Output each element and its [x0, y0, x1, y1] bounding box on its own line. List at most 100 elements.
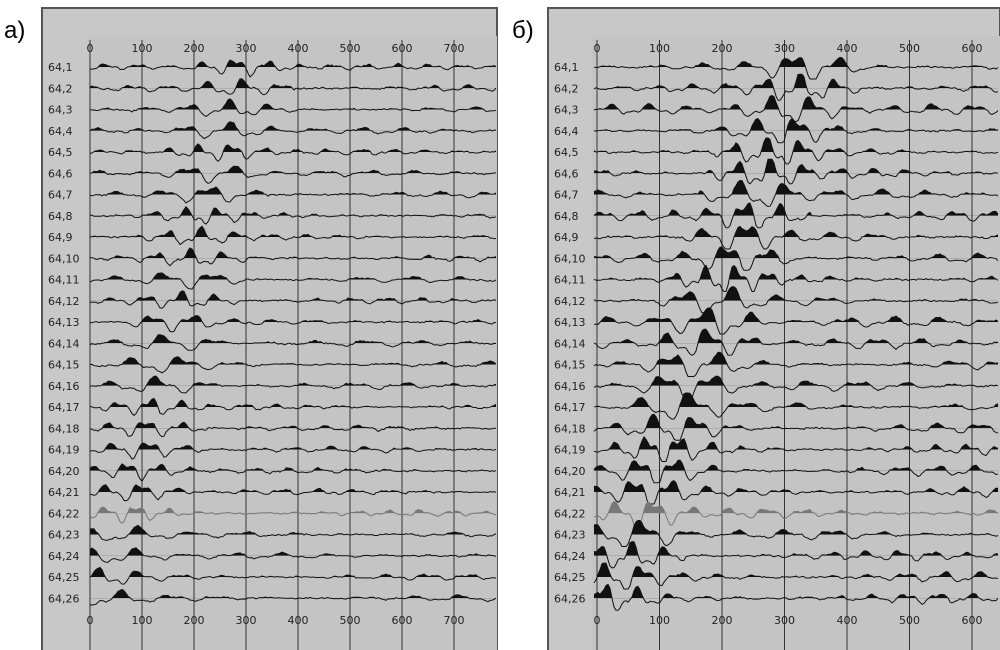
- trace-label: 64,12: [554, 295, 586, 308]
- trace-label: 64,8: [48, 210, 73, 223]
- trace-label: 64,26: [48, 592, 80, 605]
- trace-fill: [90, 589, 496, 599]
- trace-fill: [594, 393, 998, 407]
- trace: [593, 435, 999, 462]
- trace-fill: [90, 78, 496, 89]
- trace-fill: [90, 547, 496, 556]
- x-tick-label: 600: [392, 614, 413, 627]
- trace-label: 64,20: [48, 465, 80, 478]
- panel-label: а): [4, 17, 25, 44]
- trace: [593, 264, 999, 292]
- panel-label: б): [512, 17, 534, 44]
- trace: [593, 328, 999, 356]
- trace: [89, 247, 497, 267]
- trace-label: 64,6: [554, 167, 579, 180]
- trace-label: 64,4: [554, 125, 579, 138]
- trace: [593, 520, 999, 547]
- x-tick-label: 400: [288, 42, 309, 55]
- x-tick-label: 300: [236, 42, 257, 55]
- trace: [594, 246, 999, 271]
- trace-label: 64,16: [48, 380, 80, 393]
- trace-fill: [594, 480, 998, 492]
- trace-fill: [90, 507, 496, 514]
- trace-label: 64,6: [48, 167, 73, 180]
- trace-label: 64,14: [554, 337, 586, 350]
- trace-fill: [594, 226, 998, 237]
- trace-label: 64,2: [48, 82, 73, 95]
- x-tick-label: 0: [87, 614, 94, 627]
- trace-label: 64,11: [554, 274, 586, 287]
- trace-label: 64,5: [554, 146, 579, 159]
- trace-label: 64,7: [48, 189, 73, 202]
- trace: [89, 186, 497, 204]
- trace: [593, 202, 999, 229]
- trace-label: 64,17: [554, 401, 586, 414]
- trace-fill: [594, 414, 998, 429]
- x-tick-label: 200: [184, 42, 205, 55]
- trace-fill: [90, 121, 496, 131]
- trace-fill: [594, 57, 998, 67]
- trace-fill: [594, 138, 998, 152]
- trace: [593, 562, 999, 590]
- trace-label: 64,9: [48, 231, 73, 244]
- trace: [89, 524, 497, 541]
- trace-label: 64,3: [48, 104, 73, 117]
- trace: [593, 117, 999, 144]
- trace-label: 64,7: [554, 189, 579, 202]
- x-tick-label: 400: [288, 614, 309, 627]
- trace-label: 64,8: [554, 210, 579, 223]
- trace: [593, 351, 999, 377]
- trace-fill: [90, 463, 496, 471]
- x-tick-label: 500: [340, 614, 361, 627]
- trace-label: 64,26: [554, 592, 586, 605]
- trace-fill: [594, 584, 998, 599]
- trace-label: 64,25: [48, 571, 80, 584]
- trace-fill: [594, 501, 998, 514]
- trace-label: 64,25: [554, 571, 586, 584]
- trace: [89, 290, 497, 309]
- trace: [89, 442, 497, 460]
- trace-fill: [594, 118, 998, 131]
- trace: [90, 165, 497, 184]
- trace: [593, 459, 999, 484]
- trace-label: 64,15: [554, 359, 586, 372]
- trace: [593, 94, 999, 122]
- trace-label: 64,5: [48, 146, 73, 159]
- trace: [593, 73, 999, 101]
- trace-label: 64,19: [554, 444, 586, 457]
- trace-fill: [90, 525, 496, 535]
- trace: [593, 501, 999, 526]
- trace: [593, 413, 999, 441]
- trace: [89, 59, 497, 78]
- x-tick-label: 300: [236, 614, 257, 627]
- x-tick-label: 400: [837, 614, 858, 627]
- x-tick-label: 0: [594, 614, 601, 627]
- trace-fill: [90, 247, 496, 259]
- trace: [89, 334, 497, 351]
- trace-fill: [594, 563, 998, 577]
- trace-fill: [594, 308, 998, 322]
- trace-fill: [90, 376, 496, 386]
- trace-fill: [90, 166, 496, 174]
- trace: [593, 583, 999, 611]
- trace: [593, 137, 999, 165]
- trace-fill: [90, 226, 496, 237]
- trace-label: 64,2: [554, 82, 579, 95]
- x-tick-label: 500: [899, 614, 920, 627]
- trace: [593, 307, 999, 335]
- trace-fill: [90, 422, 496, 429]
- trace: [89, 98, 497, 118]
- trace-fill: [90, 98, 496, 110]
- x-tick-label: 0: [87, 42, 94, 55]
- trace-label: 64,18: [48, 422, 80, 435]
- trace-fill: [90, 567, 496, 577]
- trace-label: 64,22: [554, 507, 586, 520]
- x-tick-label: 700: [444, 614, 465, 627]
- trace-fill: [594, 541, 998, 556]
- trace: [593, 286, 999, 314]
- trace: [89, 143, 497, 162]
- trace-label: 64,21: [554, 486, 586, 499]
- x-tick-label: 300: [774, 42, 795, 55]
- trace-label: 64,13: [554, 316, 586, 329]
